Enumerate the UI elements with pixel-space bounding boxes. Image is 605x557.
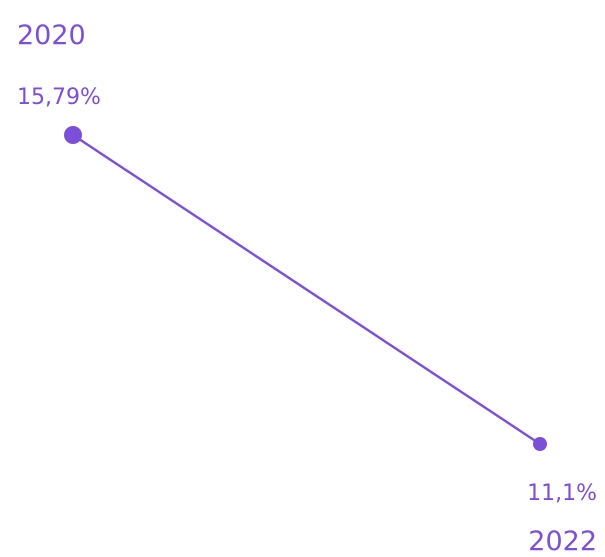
value-label-2020: 15,79%	[17, 85, 101, 110]
value-label-2022: 11,1%	[527, 481, 597, 506]
data-point-2020	[64, 126, 82, 144]
year-label-2022: 2022	[528, 526, 597, 557]
series-line	[72, 133, 541, 446]
year-label-2020: 2020	[17, 20, 86, 51]
series-line-layer	[72, 133, 541, 446]
data-point-2022	[533, 437, 547, 451]
data-point-layer	[64, 126, 547, 451]
